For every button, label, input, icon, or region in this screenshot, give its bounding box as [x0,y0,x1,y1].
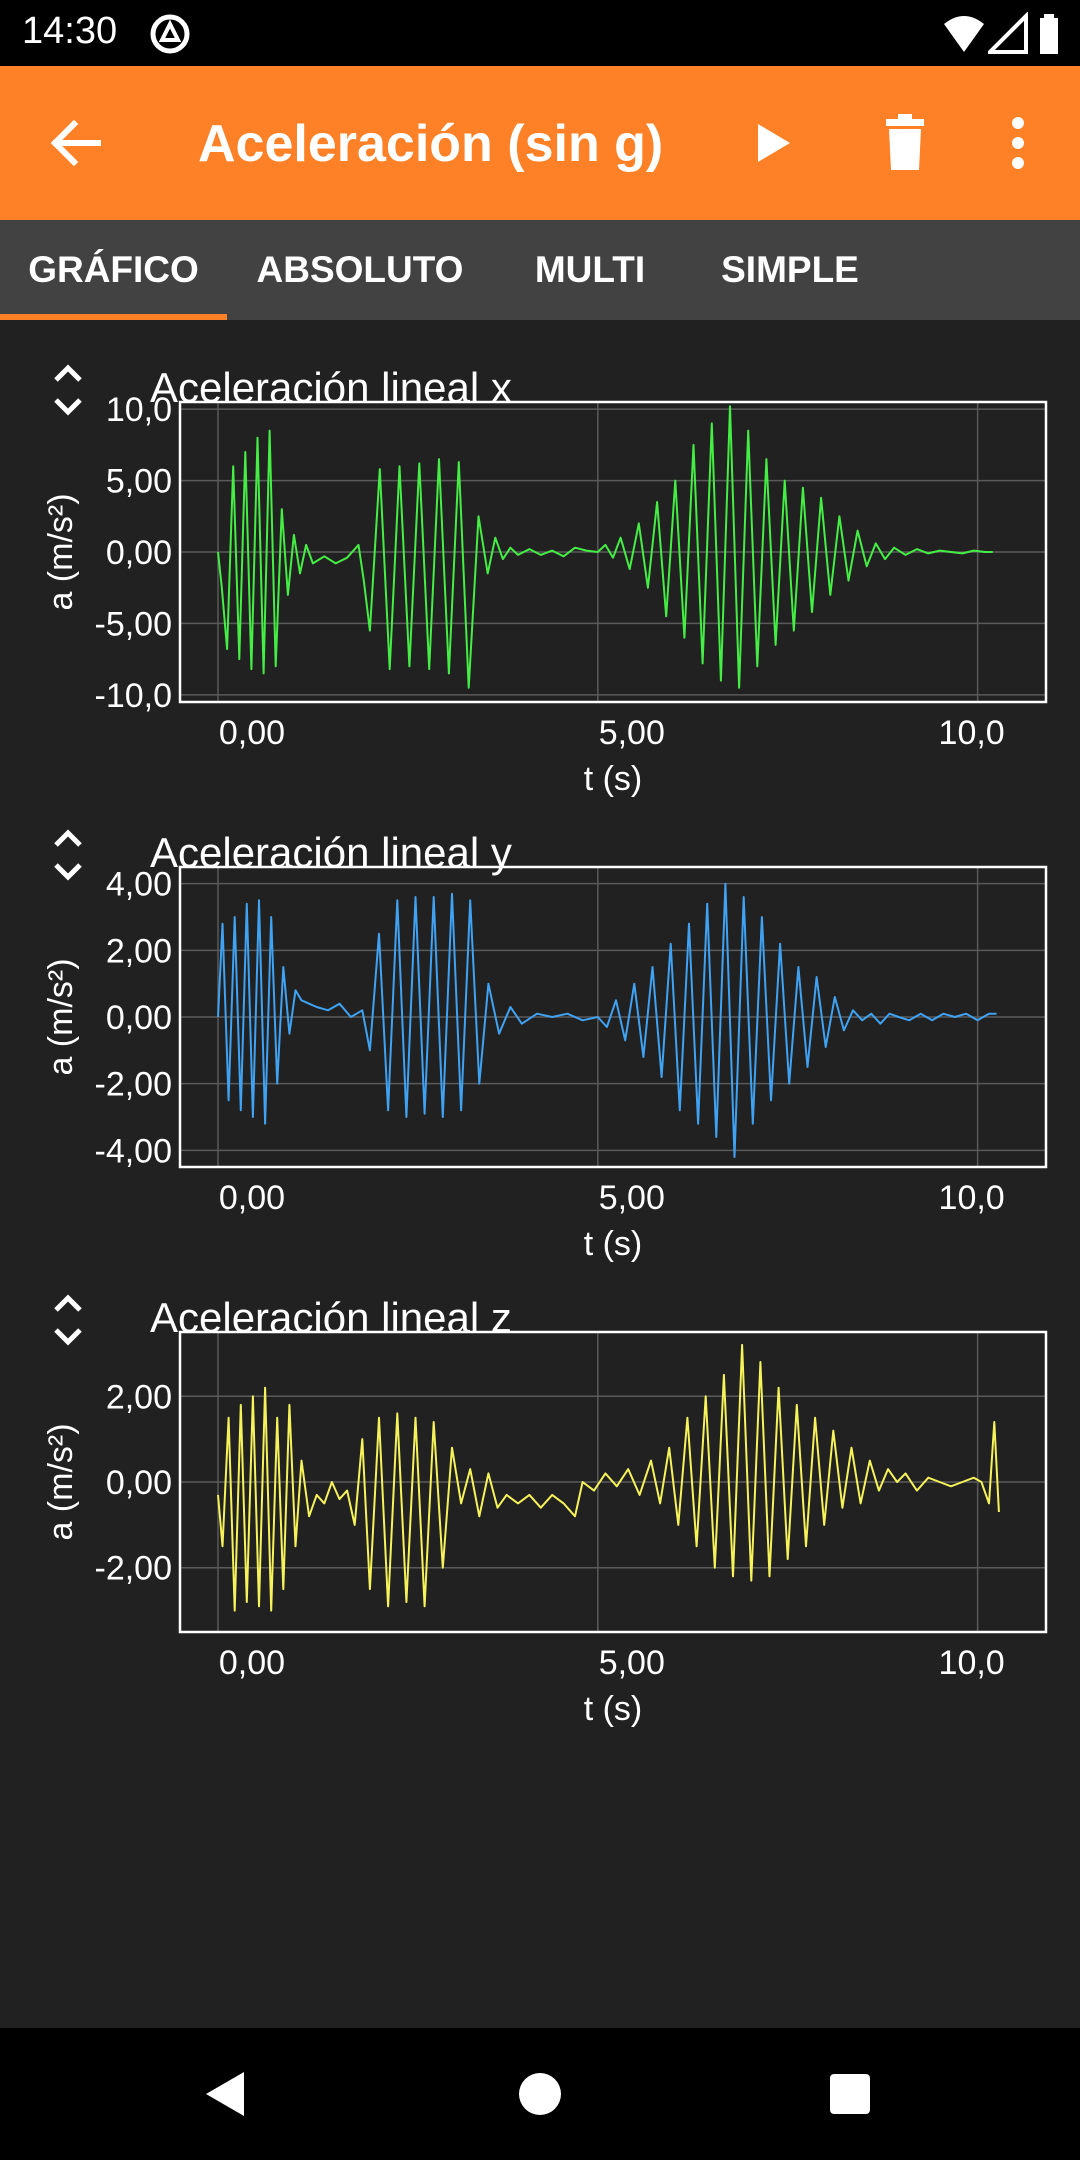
x-tick-label: 5,00 [599,1644,665,1682]
chart-y[interactable]: 0,00 5,00 10,0 4,00 2,00 0,00 -2,00 -4,00 t (s) a… [0,815,1080,1275]
y-tick-label: 4,00 [106,866,172,904]
x-axis-label: t (s) [584,1225,643,1263]
tab-simple[interactable]: SIMPLE [721,249,859,290]
y-tick-label: -4,00 [95,1132,173,1170]
unfold-icon[interactable] [48,825,88,885]
active-tab-indicator [0,314,227,320]
y-axis-label: a (m/s²) [42,493,80,610]
graph-z: Aceleración lineal z 0,00 5,00 10,0 2,00 0,0… [0,1280,1080,1740]
battery-icon [1040,14,1058,54]
more-options-button[interactable] [990,110,1046,176]
y-tick-label: 2,00 [106,1378,172,1416]
nav-back-button[interactable] [196,2064,256,2124]
x-axis-label: t (s) [584,1690,643,1728]
series-line [217,1343,1000,1612]
y-tick-label: -5,00 [95,605,173,643]
status-icons [942,12,1062,56]
chart-x[interactable]: 0,00 5,00 10,0 10,0 5,00 0,00 -5,00 -10,0 t (s) a… [0,350,1080,810]
x-tick-label: 10,0 [939,1644,1005,1682]
x-axis-label: t (s) [584,760,643,798]
tab-absoluto[interactable]: ABSOLUTO [256,249,464,290]
arrow-back-icon [50,119,101,167]
y-tick-label: 2,00 [106,932,172,970]
delete-button[interactable] [872,110,938,176]
x-tick-label: 5,00 [599,714,665,752]
more-vert-icon [1012,117,1024,169]
y-axis-label: a (m/s²) [42,958,80,1075]
x-tick-label: 10,0 [939,1179,1005,1217]
series-line [217,405,993,689]
y-tick-label: -2,00 [95,1066,173,1104]
plot-frame [178,400,1048,704]
status-time: 14:30 [22,10,118,52]
y-tick-label: 10,0 [106,391,172,429]
phyphox-notification-icon [148,12,192,56]
app-bar: Aceleración (sin g) [0,66,1080,220]
nav-home-button[interactable] [510,2064,570,2124]
play-icon [758,124,790,162]
graph-x: Aceleración lineal x 0,00 5,00 10,0 10,0 5,0… [0,350,1080,810]
y-tick-label: 0,00 [106,1464,172,1502]
status-bar: 14:30 [0,0,1080,66]
y-tick-label: 0,00 [106,534,172,572]
tab-bar: GRÁFICO ABSOLUTO MULTI SIMPLE [0,220,1080,320]
unfold-icon[interactable] [48,360,88,420]
nav-recents-button[interactable] [820,2064,880,2124]
navigation-bar [0,2028,1080,2160]
play-button[interactable] [740,110,806,176]
x-tick-label: 10,0 [939,714,1005,752]
page-title: Aceleración (sin g) [198,115,664,173]
y-tick-label: 0,00 [106,999,172,1037]
tab-grafico[interactable]: GRÁFICO [28,249,199,290]
x-tick-label: 0,00 [219,1644,285,1682]
nav-back-icon [206,2072,244,2116]
trash-icon [886,114,924,170]
y-tick-label: 5,00 [106,463,172,501]
signal-icon [988,12,1028,54]
nav-recents-icon [830,2074,870,2114]
x-tick-label: 0,00 [219,714,285,752]
wifi-icon [944,16,984,52]
tab-multi[interactable]: MULTI [534,249,646,290]
series-line [217,882,997,1158]
y-tick-label: -10,0 [95,677,173,715]
x-tick-label: 5,00 [599,1179,665,1217]
x-tick-label: 0,00 [219,1179,285,1217]
y-tick-label: -2,00 [95,1550,173,1588]
y-axis-label: a (m/s²) [42,1423,80,1540]
unfold-icon[interactable] [48,1290,88,1350]
back-button[interactable] [42,110,108,176]
graph-y: Aceleración lineal y 0,00 5,00 10,0 4,00 2,0… [0,815,1080,1275]
nav-home-icon [519,2073,561,2115]
plot-frame [178,865,1048,1169]
chart-z[interactable]: 0,00 5,00 10,0 2,00 0,00 -2,00 t (s) a (m/s²) [0,1280,1080,1740]
plot-frame [178,1330,1048,1634]
